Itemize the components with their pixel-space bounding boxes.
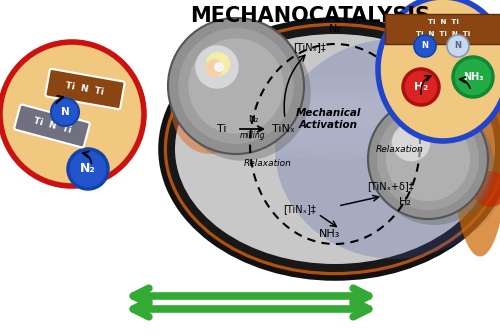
Circle shape [51, 98, 79, 126]
Text: Ti  N  Ti  N  Ti: Ti N Ti N Ti [416, 31, 470, 37]
Text: NH₃: NH₃ [463, 72, 483, 82]
Circle shape [205, 59, 223, 77]
Circle shape [178, 28, 294, 144]
Circle shape [377, 108, 479, 210]
Text: H₂: H₂ [398, 197, 411, 207]
Circle shape [392, 123, 430, 161]
Circle shape [0, 42, 144, 186]
Text: Ti  N  Ti: Ti N Ti [32, 117, 72, 135]
Text: NH₃: NH₃ [320, 229, 340, 239]
Text: N: N [422, 41, 428, 50]
Text: [TiNₓ+δ]‡: [TiNₓ+δ]‡ [366, 181, 414, 191]
Circle shape [368, 99, 488, 219]
Circle shape [68, 149, 108, 189]
Circle shape [195, 45, 238, 89]
Ellipse shape [175, 99, 495, 159]
FancyBboxPatch shape [14, 105, 90, 148]
Text: TiNₓ: TiNₓ [272, 124, 294, 134]
Ellipse shape [161, 20, 500, 278]
Circle shape [403, 69, 439, 105]
Circle shape [168, 18, 304, 154]
Circle shape [175, 25, 311, 161]
Circle shape [206, 52, 230, 76]
Circle shape [386, 117, 470, 201]
FancyBboxPatch shape [385, 14, 500, 44]
Text: N: N [60, 107, 70, 117]
Text: [TiNₓ]‡: [TiNₓ]‡ [294, 42, 326, 52]
Text: Ti  N  Ti: Ti N Ti [65, 81, 105, 97]
Text: MECHANOCATALYSIS: MECHANOCATALYSIS [190, 6, 430, 26]
Circle shape [447, 35, 469, 57]
Ellipse shape [167, 26, 500, 272]
Text: N₂: N₂ [248, 115, 258, 124]
Circle shape [414, 35, 436, 57]
Text: Ti  N  Ti: Ti N Ti [428, 19, 458, 25]
Text: Relaxation: Relaxation [376, 145, 424, 154]
Text: milling: milling [240, 132, 266, 141]
Text: N₂: N₂ [328, 24, 342, 34]
Text: H₂: H₂ [414, 82, 428, 92]
Ellipse shape [180, 91, 490, 151]
Text: Ti: Ti [217, 124, 227, 134]
Ellipse shape [185, 83, 485, 143]
Ellipse shape [452, 41, 500, 257]
Circle shape [453, 57, 493, 97]
Text: N₂: N₂ [80, 163, 96, 175]
Ellipse shape [170, 54, 250, 154]
Text: Relaxation: Relaxation [244, 160, 292, 168]
Circle shape [188, 38, 284, 134]
Ellipse shape [275, 39, 500, 259]
Text: Mechanical
Activation: Mechanical Activation [296, 108, 360, 130]
FancyBboxPatch shape [46, 69, 124, 109]
Text: N: N [454, 41, 462, 50]
Circle shape [472, 171, 500, 207]
Ellipse shape [175, 34, 495, 264]
Circle shape [214, 62, 224, 72]
Ellipse shape [378, 0, 500, 141]
Circle shape [374, 105, 494, 225]
Text: [TiNₓ+δ]‡: [TiNₓ+δ]‡ [376, 81, 424, 91]
Text: [TiNₓ]‡: [TiNₓ]‡ [284, 204, 316, 214]
